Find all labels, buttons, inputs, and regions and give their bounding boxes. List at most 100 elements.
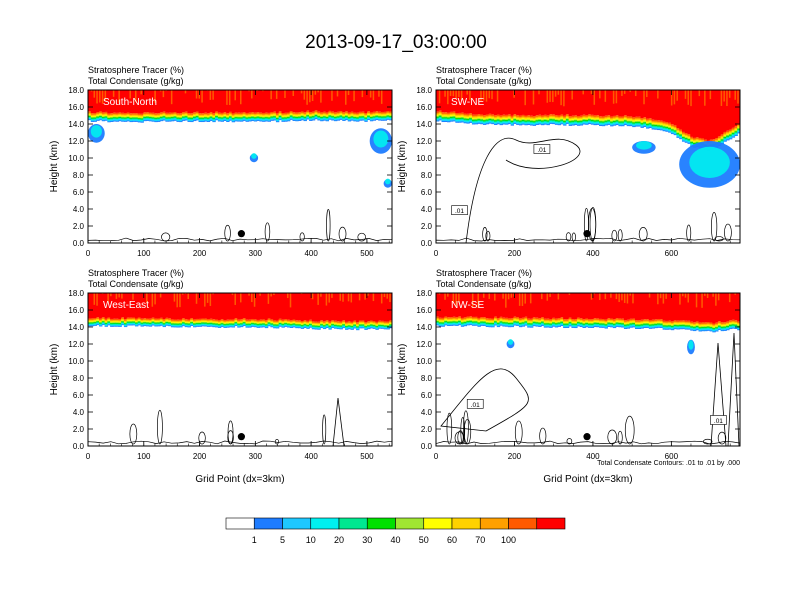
tracer-cell <box>599 324 603 327</box>
tracer-cell-red <box>568 90 573 117</box>
condensate-contour <box>638 226 648 242</box>
tracer-cell <box>309 119 313 121</box>
tracer-cell-red <box>541 293 545 318</box>
tracer-cell <box>278 113 283 116</box>
tracer-cell <box>143 112 147 114</box>
tracer-cell-red <box>452 90 456 112</box>
tracer-cell <box>502 120 506 122</box>
tracer-cell <box>505 322 509 325</box>
tracer-cell <box>529 322 534 324</box>
condensate-contour <box>322 414 327 445</box>
tracer-cell <box>601 121 606 123</box>
tracer-cell <box>140 113 144 116</box>
tracer-cell <box>240 119 244 121</box>
tracer-cell <box>253 120 258 122</box>
tracer-cell <box>118 113 122 115</box>
tracer-cell <box>679 133 683 135</box>
tracer-cell <box>593 121 597 124</box>
tracer-cell <box>466 316 470 318</box>
tracer-cell <box>256 324 260 326</box>
tracer-cell <box>527 321 531 323</box>
y-tick-label: 18.0 <box>68 86 84 95</box>
tracer-cell <box>240 324 244 326</box>
tracer-streak <box>466 90 468 95</box>
tracer-cell <box>654 119 658 122</box>
tracer-cell <box>101 115 106 117</box>
tracer-cell <box>201 319 205 321</box>
tracer-cell <box>242 318 247 321</box>
tracer-cell <box>284 112 288 115</box>
tracer-cell <box>289 113 294 115</box>
tracer-cell <box>510 319 514 321</box>
tracer-cell <box>690 136 694 139</box>
tracer-cell <box>195 115 200 118</box>
tracer-cell <box>549 114 553 116</box>
tracer-cell <box>734 134 738 136</box>
tracer-cell <box>496 321 501 323</box>
tracer-cell <box>618 116 622 118</box>
tracer-cell <box>626 319 631 322</box>
tracer-cell <box>557 121 561 124</box>
tracer-cell <box>295 325 299 327</box>
tracer-cell <box>535 321 539 323</box>
tracer-cell <box>251 117 255 119</box>
tracer-cell <box>477 120 481 122</box>
tracer-cell <box>538 322 542 324</box>
tracer-cell <box>367 118 371 121</box>
tracer-streak <box>101 293 104 294</box>
tracer-cell <box>170 323 175 326</box>
tracer-cell <box>383 119 388 121</box>
tracer-cell <box>593 118 597 120</box>
tracer-cell <box>640 121 644 124</box>
tracer-cell <box>532 322 537 324</box>
tracer-cell <box>226 320 230 322</box>
tracer-cell <box>162 117 166 119</box>
tracer-cell <box>320 320 324 322</box>
tracer-cell <box>565 114 570 116</box>
tracer-cell-red <box>333 90 338 113</box>
tracer-cell <box>179 325 183 327</box>
tracer-cell <box>134 118 139 121</box>
tracer-cell <box>347 114 352 116</box>
tracer-cell <box>491 116 495 118</box>
tracer-cell <box>458 116 462 119</box>
tracer-cell <box>234 318 238 321</box>
tracer-cell <box>378 325 382 327</box>
tracer-cell <box>466 115 470 118</box>
tracer-cell <box>170 322 175 324</box>
tracer-cell <box>676 134 680 136</box>
tracer-cell <box>118 118 122 120</box>
tracer-cell-red <box>623 90 628 116</box>
tracer-cell <box>212 324 216 326</box>
tracer-cell <box>648 120 653 122</box>
tracer-cell <box>455 323 459 326</box>
tracer-cell <box>295 323 299 325</box>
tracer-cell <box>543 122 548 124</box>
tracer-cell <box>375 328 379 330</box>
tracer-cell <box>309 115 313 117</box>
tracer-cell <box>253 320 258 322</box>
tracer-cell <box>582 120 586 122</box>
tracer-cell <box>369 324 374 326</box>
tracer-cell <box>596 318 600 320</box>
tracer-cell <box>367 117 371 119</box>
tracer-cell <box>516 121 520 124</box>
tracer-cell <box>281 118 285 121</box>
tracer-cell <box>212 120 216 122</box>
tracer-cell <box>96 317 100 319</box>
tracer-cell <box>226 120 230 122</box>
tracer-cell <box>494 119 498 122</box>
tracer-cell <box>554 322 559 325</box>
tracer-cell <box>159 319 164 321</box>
tracer-cell <box>687 137 691 140</box>
tracer-cell <box>596 323 600 325</box>
tracer-cell <box>389 118 392 120</box>
tracer-cell <box>585 320 589 322</box>
tracer-cell <box>201 324 205 326</box>
tracer-cell <box>173 115 178 117</box>
tracer-cell <box>159 113 164 115</box>
tracer-cell <box>585 119 589 122</box>
tracer-cell <box>115 321 119 323</box>
tracer-cell <box>579 319 584 321</box>
tracer-cell <box>552 322 556 325</box>
